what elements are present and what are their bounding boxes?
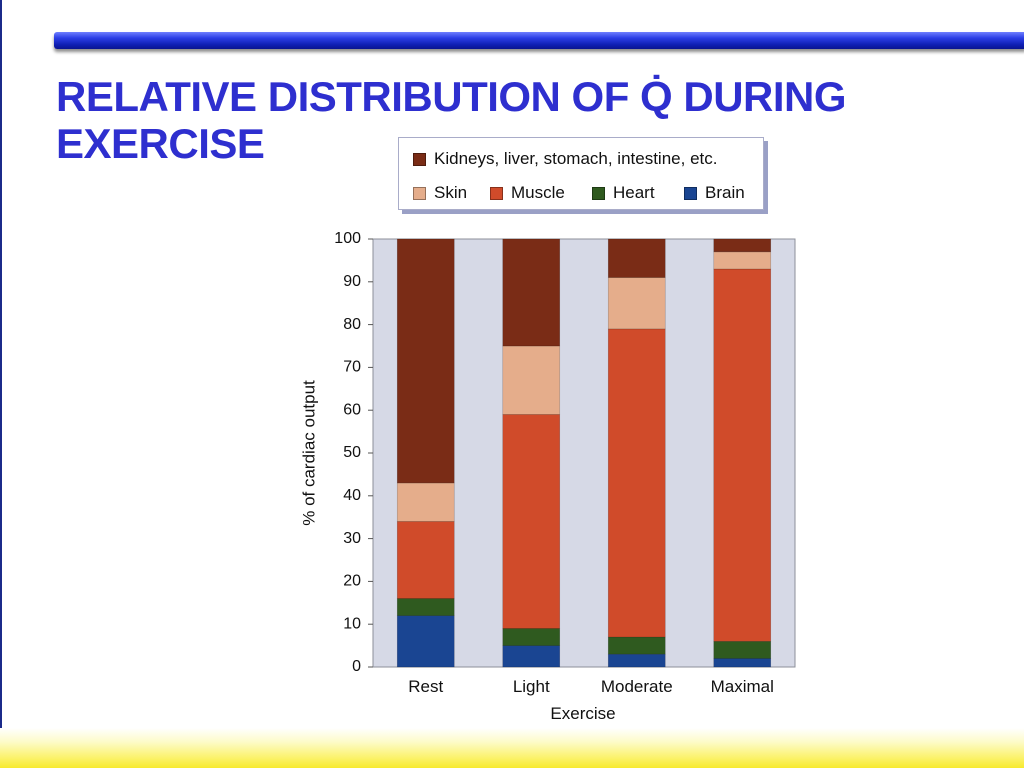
x-axis: Rest Light Moderate Maximal	[408, 677, 774, 696]
legend-swatch-other	[413, 152, 426, 166]
footer-gradient	[0, 728, 1024, 768]
y-tick-label: 0	[352, 658, 361, 675]
bar-segment-heart-maximal	[713, 641, 772, 659]
bar-segment-brain-maximal	[713, 658, 772, 668]
y-tick-label: 50	[343, 444, 361, 461]
legend-swatch-muscle	[490, 186, 503, 200]
bar-segment-brain-light	[502, 645, 561, 668]
legend-item-skin: Skin	[413, 183, 467, 203]
legend-label-brain: Brain	[705, 183, 745, 202]
bar-segment-muscle-maximal	[713, 268, 772, 642]
bar-segment-brain-rest	[396, 615, 455, 668]
legend-item-muscle: Muscle	[490, 183, 565, 203]
bar-segment-muscle-light	[502, 414, 561, 629]
y-tick-label: 80	[343, 316, 361, 333]
bar-segment-other-maximal	[713, 238, 772, 253]
bar-segment-skin-maximal	[713, 251, 772, 270]
bar-segment-other-light	[502, 238, 561, 347]
bar-segment-brain-moderate	[607, 653, 666, 668]
bar-segment-other-moderate	[607, 238, 666, 278]
legend-item-other: Kidneys, liver, stomach, intestine, etc.	[413, 149, 717, 169]
header-bar	[54, 32, 1024, 49]
bar-segment-skin-moderate	[607, 277, 666, 330]
slide-title-line-1: RELATIVE DISTRIBUTION OF Q̇ DURING	[56, 73, 847, 120]
bar-segment-muscle-moderate	[607, 328, 666, 638]
legend-label-heart: Heart	[613, 183, 655, 202]
left-border	[0, 0, 2, 768]
bar-segment-muscle-rest	[396, 521, 455, 599]
bars-layer	[396, 238, 772, 668]
bar-segment-heart-light	[502, 628, 561, 646]
y-tick-label: 100	[334, 230, 361, 247]
legend-item-heart: Heart	[592, 183, 655, 203]
legend-label-skin: Skin	[434, 183, 468, 202]
legend-item-brain: Brain	[684, 183, 745, 203]
bar-segment-other-rest	[396, 238, 455, 484]
x-tick-label-light: Light	[513, 677, 550, 696]
y-tick-label: 10	[343, 615, 361, 632]
bar-segment-skin-rest	[396, 482, 455, 522]
y-tick-label: 90	[343, 273, 361, 290]
bar-segment-heart-moderate	[607, 636, 666, 655]
legend-label-other: Kidneys, liver, stomach, intestine, etc.	[434, 149, 718, 168]
y-axis: 0 10 20 30 40 50 60 70 80 90 100	[334, 230, 373, 675]
y-tick-label: 70	[343, 359, 361, 376]
y-tick-label: 20	[343, 573, 361, 590]
bar-segment-skin-light	[502, 345, 561, 415]
chart-legend: Kidneys, liver, stomach, intestine, etc.…	[398, 137, 764, 210]
slide-title: RELATIVE DISTRIBUTION OF Q̇ DURING EXERC…	[56, 73, 847, 167]
x-tick-label-rest: Rest	[408, 677, 443, 696]
y-tick-label: 40	[343, 487, 361, 504]
legend-label-muscle: Muscle	[511, 183, 565, 202]
x-tick-label-moderate: Moderate	[601, 677, 673, 696]
x-tick-label-maximal: Maximal	[711, 677, 774, 696]
y-tick-label: 30	[343, 530, 361, 547]
x-axis-label: Exercise	[550, 704, 615, 723]
legend-swatch-brain	[684, 186, 697, 200]
y-tick-label: 60	[343, 401, 361, 418]
legend-swatch-skin	[413, 186, 426, 200]
slide-title-line-2: EXERCISE	[56, 120, 265, 167]
legend-swatch-heart	[592, 186, 605, 200]
y-axis-label: % of cardiac output	[299, 380, 318, 526]
bar-segment-heart-rest	[396, 598, 455, 616]
